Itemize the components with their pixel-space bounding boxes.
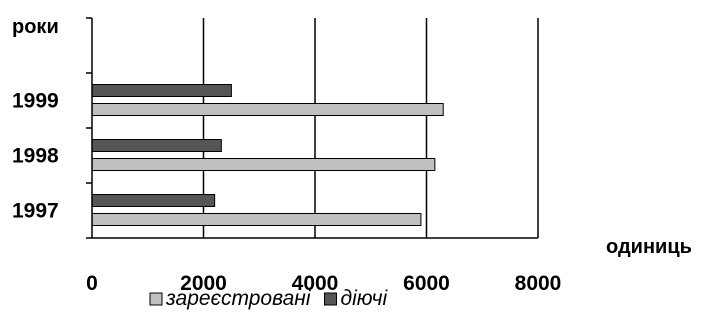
x-tick-label-0: 0 <box>86 272 98 295</box>
x-tick-label-4000: 4000 <box>292 272 339 295</box>
bar-1998-діючі <box>91 139 222 152</box>
gridlines <box>202 18 539 238</box>
legend-swatch-діючі <box>324 292 337 306</box>
tick-labels: 0 2000 4000 6000 8000 1997 1998 1999 <box>12 90 561 296</box>
legend: зареєстровані діючі <box>149 287 389 310</box>
bars <box>91 84 444 226</box>
x-tick-label-8000: 8000 <box>515 272 562 295</box>
bar-1997-діючі <box>91 194 216 207</box>
y-tick-label-1998: 1998 <box>12 145 59 168</box>
x-tick-label-6000: 6000 <box>403 272 450 295</box>
x-tick-label-2000: 2000 <box>180 272 227 295</box>
y-axis-label: роки <box>12 16 59 38</box>
bar-1999-діючі <box>91 84 232 97</box>
legend-label-зареєстровані: зареєстровані <box>165 287 312 310</box>
legend-swatch-зареєстровані <box>149 292 163 306</box>
axes <box>86 17 538 239</box>
legend-label-діючі: діючі <box>341 287 389 310</box>
y-tick-label-1999: 1999 <box>12 90 59 113</box>
y-tick-label-1997: 1997 <box>12 200 59 223</box>
x-axis-label: одиниць <box>606 236 692 258</box>
bar-1998-зареєстровані <box>91 158 436 171</box>
bar-1999-зареєстровані <box>91 103 444 116</box>
bar-1997-зареєстровані <box>91 213 422 226</box>
